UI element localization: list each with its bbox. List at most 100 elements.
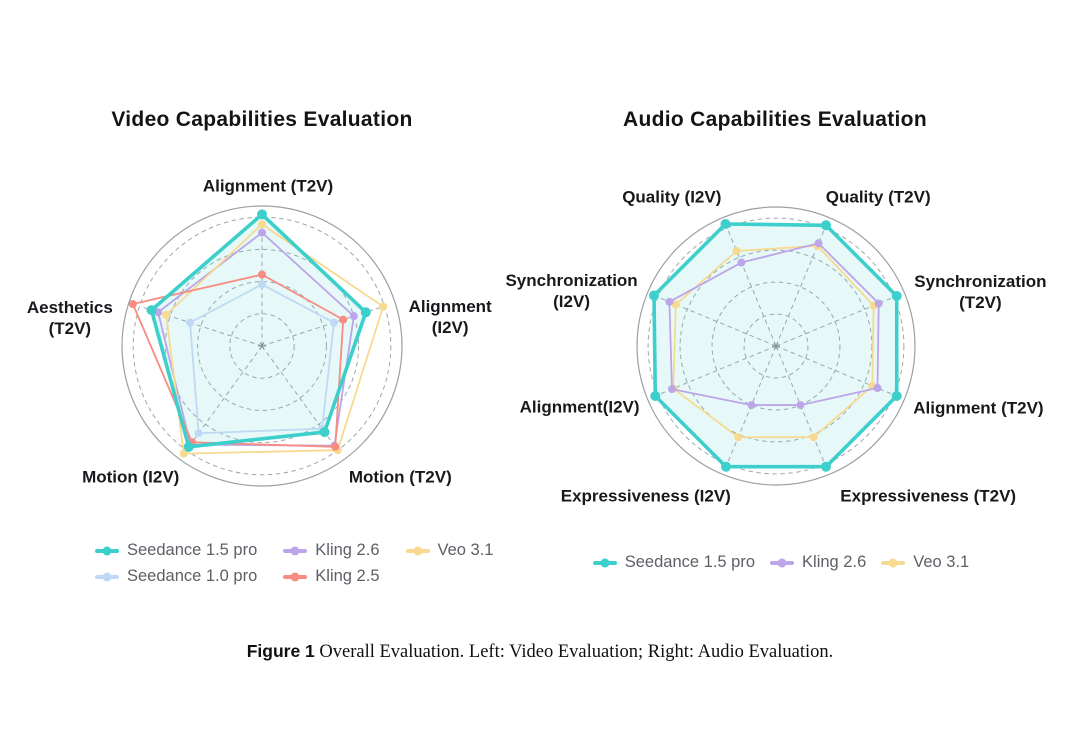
series-point-kling-2-6 [349,312,358,321]
series-point-kling-2-5 [339,315,348,324]
series-point-kling-2-6 [796,401,805,410]
legend-marker-icon [283,546,308,555]
video-legend: Seedance 1.5 pro Kling 2.6 Veo 3.1 Seedance… [95,541,493,586]
axis-label-quality-i2v: Quality (I2V) [622,186,722,206]
legend-dot-icon [888,558,898,567]
axis-label-alignment-t2v: Alignment (T2V) [202,176,334,196]
series-point-seedance-1-5-pro [720,461,731,472]
legend-dot-icon [102,572,112,581]
series-point-kling-2-6 [747,401,756,410]
audio-radar-chart [636,206,916,486]
series-fill-seedance-1-5-pro [151,214,366,447]
series-point-kling-2-6 [665,297,674,306]
series-point-seedance-1-0-pro [186,318,195,327]
axis-label-motion-i2v: Motion (I2V) [82,467,180,487]
series-point-seedance-1-0-pro [329,318,338,327]
series-point-seedance-1-5-pro [720,219,731,230]
series-point-veo-3-1 [258,220,266,229]
series-point-veo-3-1 [734,433,743,442]
axis-label-aesthetics-t2v: Aesthetics (T2V) [26,297,113,338]
grid-spoke [775,345,826,465]
grid-circle [711,281,841,411]
outer-ring [636,206,916,486]
axis-label-alignment-i2v: Alignment(I2V) [408,296,492,337]
series-line-kling-2-5 [131,273,345,448]
series-point-kling-2-6 [737,258,746,267]
legend-label: Seedance 1.5 pro [127,541,258,559]
legend-marker-icon [283,572,308,581]
legend-item-seedance-1-5-pro: Seedance 1.5 pro [95,541,257,560]
legend-marker-icon [95,546,119,555]
series-point-seedance-1-5-pro [891,290,902,301]
series-point-kling-2-5 [128,300,137,309]
legend-label: Seedance 1.5 pro [624,553,756,571]
video-radar-chart [121,205,403,487]
series-point-seedance-1-0-pro [258,280,266,289]
series-line-seedance-1-0-pro [189,283,335,435]
grid-spoke [726,345,777,465]
legend-label: Seedance 1.0 pro [127,567,258,585]
axis-label-expressiveness-i2v: Expressiveness (I2V) [560,486,731,506]
series-point-kling-2-6 [873,384,882,393]
series-fill-seedance-1-5-pro [654,224,897,467]
legend-dot-icon [777,558,787,567]
series-point-kling-2-6 [258,228,266,237]
axis-label-alignment-t2v: Alignment (T2V) [913,398,1044,418]
series-point-kling-2-5 [331,442,340,451]
series-point-veo-3-1 [809,433,818,442]
center-marker-icon [259,342,265,350]
figure-caption: Figure 1 Overall Evaluation. Left: Video… [0,641,1080,663]
outer-ring [121,205,403,487]
grid-circle [647,217,905,475]
legend-dot-icon [290,546,300,555]
legend-label: Veo 3.1 [437,541,494,559]
series-point-veo-3-1 [379,302,388,311]
audio-legend: Seedance 1.5 pro Kling 2.6 Veo 3.1 [586,553,976,572]
legend-marker-icon [592,558,617,567]
legend-label: Veo 3.1 [913,553,970,571]
axis-label-expressiveness-t2v: Expressiveness (T2V) [840,486,1017,506]
series-line-veo-3-1 [165,223,385,455]
legend-label: Kling 2.6 [802,553,867,571]
axis-label-alignment-i2v: Alignment(I2V) [519,397,640,417]
legend-item-kling-2-6: Kling 2.6 [283,541,380,560]
grid-circle [679,249,873,443]
grid-circle [229,313,295,379]
figure-caption-text: Overall Evaluation. Left: Video Evaluati… [314,642,834,662]
legend-marker-icon [881,558,906,567]
series-point-kling-2-6 [667,385,676,394]
series-point-seedance-1-5-pro [650,391,661,402]
series-point-veo-3-1 [162,310,171,319]
legend-item-kling-2-6: Kling 2.6 [770,553,866,572]
series-point-seedance-1-5-pro [891,391,902,402]
series-point-seedance-1-5-pro [649,290,660,301]
legend-label: Kling 2.6 [315,541,380,559]
series-point-seedance-1-5-pro [360,307,371,318]
grid-circle [164,248,360,444]
series-line-seedance-1-5-pro [149,212,368,449]
legend-marker-icon [770,558,795,567]
grid-circle [743,313,809,379]
center-marker-icon [773,342,779,350]
axis-label-synchronization-t2v: Synchronization (T2V) [914,271,1047,312]
series-point-seedance-1-5-pro [257,209,267,220]
series-point-kling-2-6 [874,299,883,308]
grid-circle [132,216,392,476]
legend-item-veo-3-1: Veo 3.1 [881,553,969,572]
audio-chart-title: Audio Capabilities Evaluation [623,108,927,131]
video-chart-title: Video Capabilities Evaluation [111,108,413,131]
legend-item-seedance-1-0-pro: Seedance 1.0 pro [95,567,257,586]
axis-label-quality-t2v: Quality (T2V) [825,186,931,206]
legend-dot-icon [600,558,610,567]
series-point-seedance-1-5-pro [821,220,832,231]
series-point-kling-2-6 [814,239,823,248]
series-point-kling-2-5 [258,270,266,279]
series-point-seedance-1-0-pro [194,429,203,438]
series-point-veo-3-1 [732,246,741,255]
legend-item-seedance-1-5-pro: Seedance 1.5 pro [592,553,756,572]
figure-caption-number: Figure 1 [246,641,315,661]
series-point-veo-3-1 [179,449,188,458]
legend-item-kling-2-5: Kling 2.5 [283,567,380,586]
legend-dot-icon [290,572,300,581]
